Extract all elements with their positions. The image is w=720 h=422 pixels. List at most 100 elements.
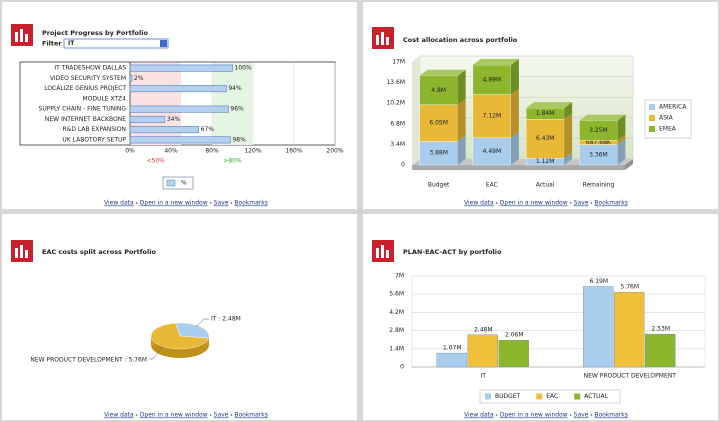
filter-arrow [160,40,167,47]
value-label: 6.19M [589,278,608,285]
link[interactable]: View data [464,200,494,207]
link[interactable]: Open in a new window [500,200,568,207]
panel [2,214,357,420]
bar-segment [472,59,519,95]
link[interactable]: View data [104,200,134,207]
bar-top [472,59,519,66]
bar-front [419,75,458,106]
value-label: 2.48M [474,326,493,333]
bar-side-shade [617,138,626,165]
slice-label: NEW PRODUCT DEVELOPMENT : 5.76M [30,357,147,364]
bar-top [419,69,466,76]
y-tick-label: 0 [400,364,404,371]
bar-segment [579,114,626,141]
link[interactable]: View data [464,412,494,419]
value-label: 5.76M [620,284,639,291]
bar-side-shade [457,98,466,142]
link[interactable]: Save [574,200,589,207]
bar-top-shade [526,102,573,109]
bar-side [617,138,626,165]
link-separator [569,202,572,204]
value-label: 4.8M [431,87,446,94]
legend-label: ASIA [659,115,674,122]
legend-label: EMEA [659,126,677,133]
pie-slice [175,322,210,339]
link-separator [209,202,212,204]
bar [614,291,645,368]
bar-side-shade [564,113,573,159]
link[interactable]: Save [214,200,229,207]
link[interactable]: Save [574,412,589,419]
value-label: 4.89M [483,76,502,83]
value-label: 1.84M [536,110,555,117]
link[interactable]: Save [214,412,229,419]
bar-side [510,131,519,165]
legend-label: % [181,180,187,187]
bar-side [564,152,573,165]
value-label: 94% [228,85,242,92]
value-label: 96% [230,106,244,113]
chart-icon [372,27,394,49]
bar-side-shade [564,102,573,120]
band-label: >80% [223,158,242,165]
value-label: 687.68K [586,139,612,146]
link[interactable]: Open in a new window [140,412,208,419]
side-wall [412,56,420,165]
link[interactable]: Open in a new window [140,200,208,207]
value-label: 100% [235,65,252,72]
bar-side-shade [510,88,519,138]
y-tick-label: LOCALIZE GENIUS PROJECT [44,85,126,92]
bar-side [510,88,519,138]
value-label: 98% [232,136,246,143]
chart-title: Project Progress by Portfolio [42,29,148,37]
y-tick-label: 2.8M [389,327,404,334]
value-label: 6.43M [536,135,555,142]
link-separator [135,202,138,204]
y-tick-label: 13.6M [386,79,405,86]
link-separator [135,414,138,416]
y-tick-label: 3.4M [390,141,405,148]
legend-label: ACTUAL [584,393,608,400]
value-label: 4.49M [483,148,502,155]
bar-side-shade [564,152,573,165]
band-label: <50% [146,158,165,165]
bar-side-shade [617,134,626,145]
link[interactable]: Bookmarks [234,412,268,419]
legend-swatch [574,393,581,400]
filter-select[interactable] [63,38,169,49]
bar-side [457,69,466,105]
bar-side [617,114,626,141]
link-separator [569,414,572,416]
legend-box [479,389,621,404]
x-tick-label: 0% [125,148,135,155]
bar-segment [419,135,466,166]
link-separator [495,202,498,204]
link[interactable]: Bookmarks [594,200,628,207]
link-separator [209,414,212,416]
floor-edge [625,159,633,170]
value-label: 2.06M [505,332,524,339]
link[interactable]: Open in a new window [500,412,568,419]
link[interactable]: Bookmarks [234,200,268,207]
chart-title: Cost allocation across portfolio [403,36,518,44]
x-tick-label: Remaining [582,182,614,189]
y-tick-label: 10.2M [386,100,405,107]
chart-title: PLAN-EAC-ACT by portfolio [403,248,502,256]
legend-swatch [649,104,655,110]
link-separator [590,202,593,204]
chart-title: EAC costs split across Portfolio [42,248,156,256]
x-tick-label: 40% [164,148,178,155]
y-tick-label: IT TRADESHOW DALLAS [54,65,126,72]
bar-side-shade [457,135,466,165]
link[interactable]: View data [104,412,134,419]
bar-segment [472,88,519,138]
value-label: 3.88M [429,150,448,157]
x-tick-label: 160% [285,148,302,155]
value-label: 6.05M [429,120,448,127]
x-tick-label: Actual [536,182,555,189]
y-tick-label: VIDEO SECURITY SYSTEM [50,75,126,82]
band [212,63,253,145]
legend-swatch [485,393,491,400]
link[interactable]: Bookmarks [594,412,628,419]
